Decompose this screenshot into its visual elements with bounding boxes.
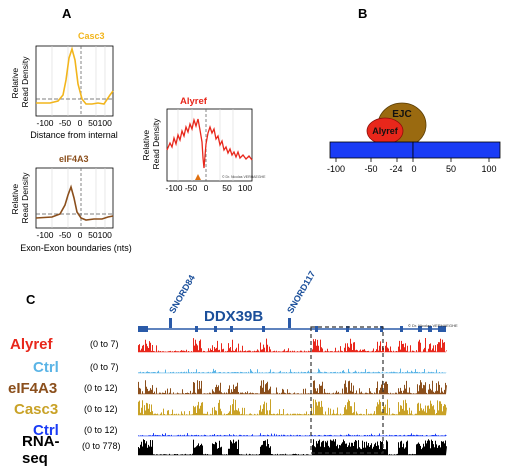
coverage-track bbox=[138, 338, 447, 353]
alyref-tick-label: 0 bbox=[204, 183, 209, 193]
alyref-plot-frame bbox=[166, 108, 253, 182]
eif4a3-tick-label: 50100 bbox=[88, 230, 112, 240]
track-name-ctrl: Ctrl bbox=[33, 422, 59, 439]
casc3-tick-label: 50100 bbox=[88, 118, 112, 128]
alyref-profile-plot: Alyref Relative Read Density © Dr. Nicol… bbox=[141, 96, 266, 193]
coverage-signal bbox=[138, 338, 447, 352]
alyref-x-ticks: -100 -50 0 50 100 bbox=[165, 183, 252, 193]
schematic-tick-label: -24 bbox=[389, 164, 402, 174]
eif4a3-ylabel: Relative Read Density bbox=[10, 172, 30, 224]
track-range: (0 to 778) bbox=[82, 441, 121, 451]
ejc-label: EJC bbox=[392, 109, 411, 120]
schematic-tick-marks bbox=[335, 158, 490, 162]
gene-annotation-track: SNORD84 DDX39B SNORD117 © Dr. Nicolas VE… bbox=[138, 269, 458, 332]
casc3-tick-label: -100 bbox=[36, 118, 53, 128]
eif4a3-plot-frame bbox=[35, 167, 114, 229]
eif4a3-xaxis-caption: Exon-Exon boundaries (nts) bbox=[20, 243, 132, 253]
browser-watermark: © Dr. Nicolas VERHAEGHE bbox=[408, 323, 458, 328]
eif4a3-tick-label: -100 bbox=[36, 230, 53, 240]
coverage-track bbox=[138, 380, 447, 395]
eif4a3-profile-plot: eIF4A3 Relative Read Density -100 -50 0 … bbox=[10, 154, 132, 253]
alyref-watermark: © Dr. Nicolas VERHAEGHE bbox=[222, 175, 266, 179]
gene-label-snord84: SNORD84 bbox=[167, 273, 197, 315]
casc3-tick-label: -50 bbox=[59, 118, 72, 128]
eif4a3-tick-label: 0 bbox=[78, 230, 83, 240]
mrna-bar-right bbox=[412, 141, 501, 159]
alyref-tick-label: -100 bbox=[165, 183, 182, 193]
coverage-track bbox=[138, 368, 447, 374]
track-range: (0 to 7) bbox=[90, 362, 119, 372]
casc3-ylabel: Relative Read Density bbox=[10, 56, 30, 108]
casc3-plot-title: Casc3 bbox=[78, 31, 105, 41]
casc3-profile-plot: Casc3 Relative Read Density -100 -50 0 5… bbox=[10, 31, 118, 140]
schematic-tick-label: -50 bbox=[364, 164, 377, 174]
track-name-alyref: Alyref bbox=[10, 336, 54, 353]
alyref-tick-label: 50 bbox=[222, 183, 232, 193]
coverage-track bbox=[138, 399, 447, 416]
alyref-tick-label: -50 bbox=[185, 183, 198, 193]
highlight-region-box bbox=[310, 326, 384, 454]
casc3-gridlines bbox=[51, 46, 106, 116]
track-name-eif4a3: eIF4A3 bbox=[8, 380, 57, 397]
eif4a3-x-ticks: -100 -50 0 50100 bbox=[36, 230, 112, 240]
track-name-rnaseq-line2: seq bbox=[22, 450, 48, 467]
panel-c-label: C bbox=[26, 292, 36, 307]
casc3-density-curve bbox=[36, 46, 114, 105]
panel-b-label: B bbox=[358, 6, 367, 21]
coverage-signal bbox=[138, 368, 447, 373]
track-range: (0 to 7) bbox=[90, 339, 119, 349]
casc3-xaxis-caption: Distance from internal bbox=[30, 130, 118, 140]
casc3-x-ticks: -100 -50 0 50100 bbox=[36, 118, 112, 128]
alyref-tick-label: 100 bbox=[238, 183, 252, 193]
track-name-casc3: Casc3 bbox=[14, 401, 58, 418]
ejc-schematic: EJC Alyref -100 -50 -24 0 50 100 bbox=[327, 102, 501, 174]
coverage-signal bbox=[138, 439, 447, 455]
track-range: (0 to 12) bbox=[84, 383, 118, 393]
track-range: (0 to 12) bbox=[84, 404, 118, 414]
panel-a-label: A bbox=[62, 6, 72, 21]
alyref-ylabel: Relative Read Density bbox=[141, 118, 161, 170]
casc3-tick-label: 0 bbox=[78, 118, 83, 128]
gene-model-exons bbox=[138, 318, 446, 332]
coverage-signal bbox=[138, 399, 447, 415]
track-labels: Alyref (0 to 7) Ctrl (0 to 7) eIF4A3 (0 … bbox=[8, 336, 121, 467]
schematic-tick-label: -100 bbox=[327, 164, 345, 174]
coverage-signal bbox=[138, 380, 447, 394]
alyref-position-marker bbox=[195, 174, 201, 180]
schematic-tick-label: 50 bbox=[446, 164, 456, 174]
track-name-rnaseq: RNA- bbox=[22, 433, 60, 450]
alyref-density-curve bbox=[166, 117, 253, 169]
schematic-tick-label: 0 bbox=[411, 164, 416, 174]
genome-browser-panel: SNORD84 DDX39B SNORD117 © Dr. Nicolas VE… bbox=[8, 269, 458, 467]
coverage-tracks bbox=[138, 338, 447, 456]
alyref-plot-title: Alyref bbox=[180, 96, 208, 107]
casc3-plot-frame bbox=[35, 45, 114, 117]
coverage-track bbox=[138, 439, 447, 456]
track-name-ctrl: Ctrl bbox=[33, 359, 59, 376]
mrna-bar-left bbox=[329, 141, 414, 159]
gene-label-ddx39b: DDX39B bbox=[204, 308, 263, 325]
coverage-track bbox=[138, 433, 447, 437]
eif4a3-density-curve bbox=[35, 184, 114, 221]
schematic-ticks: -100 -50 -24 0 50 100 bbox=[327, 164, 497, 174]
coverage-signal bbox=[138, 433, 447, 436]
eif4a3-tick-label: -50 bbox=[59, 230, 72, 240]
schematic-tick-label: 100 bbox=[481, 164, 496, 174]
track-range: (0 to 12) bbox=[84, 425, 118, 435]
gene-label-snord117: SNORD117 bbox=[285, 269, 317, 315]
alyref-protein-label: Alyref bbox=[372, 126, 399, 136]
eif4a3-plot-title: eIF4A3 bbox=[59, 154, 89, 164]
